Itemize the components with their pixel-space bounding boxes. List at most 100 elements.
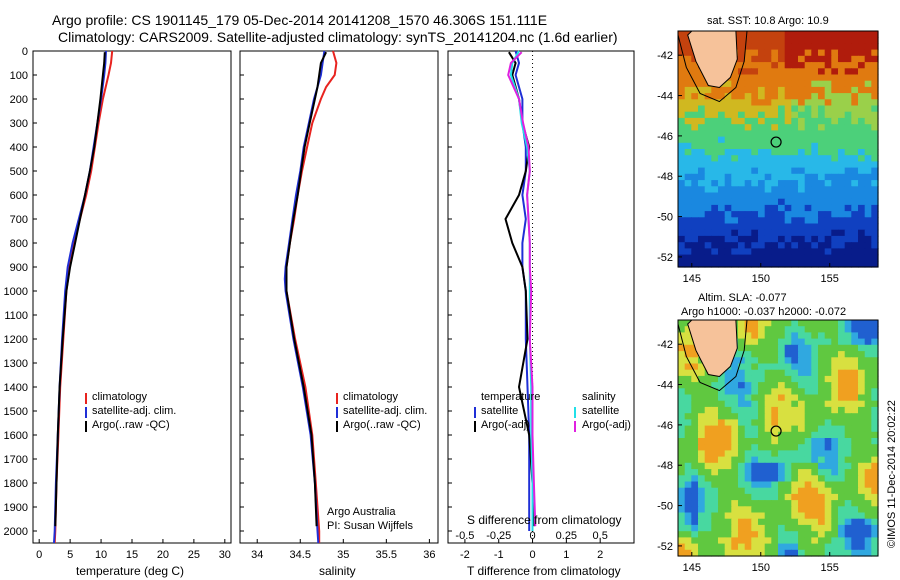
map-cell: [738, 549, 746, 557]
map-cell: [731, 74, 739, 82]
map-cell: [798, 260, 806, 268]
map-cell: [864, 142, 872, 150]
pi-label: PI: Susan Wijffels: [327, 520, 413, 532]
map-cell: [678, 543, 686, 551]
map-cell: [758, 149, 766, 156]
map-cell: [684, 531, 692, 538]
map-cell: [778, 512, 786, 520]
map-cell: [751, 413, 759, 420]
map-cell: [698, 117, 706, 125]
map-cell: [678, 475, 686, 483]
map-cell: [811, 406, 819, 414]
map-cell: [758, 469, 766, 476]
map-cell: [764, 142, 772, 150]
map-cell: [798, 37, 806, 44]
map-cell: [771, 161, 779, 169]
map-cell: [831, 475, 839, 483]
map-cell: [778, 142, 786, 150]
map-cell: [684, 235, 692, 243]
map-cell: [738, 518, 746, 526]
map-cell: [864, 431, 872, 439]
map-cell: [824, 469, 832, 476]
diff-legend-temperature-title: temperature: [481, 391, 541, 403]
map-cell: [744, 86, 752, 94]
map-cell: [758, 130, 766, 138]
map-cell: [844, 248, 852, 256]
map-cell: [698, 549, 706, 557]
map-cell: [684, 456, 692, 464]
map-cell: [718, 248, 726, 256]
map-cell: [744, 357, 752, 365]
map-cell: [771, 518, 779, 526]
map-cell: [858, 68, 866, 76]
map-cell: [818, 351, 826, 358]
map-cell: [798, 93, 806, 100]
map-cell: [778, 186, 786, 194]
map-cell: [831, 105, 839, 113]
map-cell: [784, 180, 792, 187]
map-cell: [858, 357, 866, 365]
map-cell: [718, 549, 726, 557]
map-cell: [684, 155, 692, 162]
map-cell: [711, 524, 719, 532]
map-cell: [844, 186, 852, 194]
map-cell: [738, 431, 746, 439]
map-cell: [851, 43, 859, 51]
map-cell: [678, 518, 686, 526]
map-cell: [851, 31, 859, 38]
map-cell: [778, 49, 786, 57]
map-cell: [851, 549, 859, 557]
map-cell: [758, 388, 766, 396]
map-cell: [718, 500, 726, 507]
map-cell: [851, 74, 859, 82]
map-cell: [831, 518, 839, 526]
map-cell: [831, 37, 839, 44]
map-cell: [718, 444, 726, 451]
diff-legend-t-satellite: satellite: [481, 405, 519, 417]
map-cell: [798, 444, 806, 451]
map-cell: [858, 204, 866, 212]
map-cell: [784, 111, 792, 119]
map-cell: [858, 80, 866, 88]
map-cell: [778, 549, 786, 557]
map-cell: [791, 149, 799, 156]
map-cell: [738, 142, 746, 150]
map-cell: [858, 382, 866, 389]
y-tick-label: 1000: [4, 286, 28, 298]
map-cell: [678, 338, 686, 346]
map-cell: [838, 326, 846, 333]
map-cell: [718, 86, 726, 94]
map-cell: [764, 167, 772, 175]
map-cell: [791, 475, 799, 483]
map-cell: [751, 74, 759, 82]
map-cell: [804, 531, 812, 538]
map-cell: [798, 549, 806, 557]
map-cell: [704, 105, 712, 113]
map-cell: [811, 382, 819, 389]
map-cell: [858, 438, 866, 445]
map-cell: [778, 149, 786, 156]
map-cell: [698, 93, 706, 100]
map-cell: [718, 235, 726, 243]
map-cell: [818, 242, 826, 249]
map-cell: [698, 105, 706, 113]
map-cell: [698, 450, 706, 458]
map-cell: [844, 425, 852, 433]
map-cell: [704, 142, 712, 150]
map-cell: [791, 431, 799, 439]
map-cell: [764, 130, 772, 138]
map-cell: [831, 549, 839, 557]
map-cell: [771, 242, 779, 249]
map-cell: [831, 481, 839, 489]
map-cell: [831, 111, 839, 119]
map-cell: [751, 248, 759, 256]
map-cell: [858, 136, 866, 144]
map-cell: [784, 155, 792, 162]
map-cell: [771, 37, 779, 44]
map-cell: [678, 55, 686, 63]
map-cell: [738, 400, 746, 408]
map-cell: [818, 167, 826, 175]
map-cell: [691, 149, 699, 156]
map-cell: [798, 475, 806, 483]
